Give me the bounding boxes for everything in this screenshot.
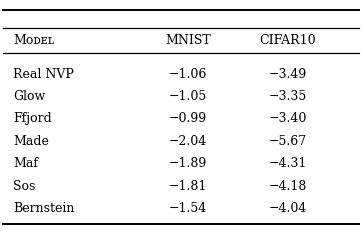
Text: Sos: Sos bbox=[13, 179, 36, 192]
Text: Glow: Glow bbox=[13, 90, 46, 103]
Text: Bernstein: Bernstein bbox=[13, 201, 75, 214]
Text: −4.31: −4.31 bbox=[269, 157, 307, 170]
Text: −4.04: −4.04 bbox=[269, 201, 307, 214]
Text: −5.67: −5.67 bbox=[269, 134, 307, 147]
Text: −1.06: −1.06 bbox=[169, 67, 207, 80]
Text: Real NVP: Real NVP bbox=[13, 67, 74, 80]
Text: −1.54: −1.54 bbox=[169, 201, 207, 214]
Text: −3.35: −3.35 bbox=[269, 90, 307, 103]
Text: Ffjord: Ffjord bbox=[13, 112, 52, 125]
Text: −4.18: −4.18 bbox=[269, 179, 307, 192]
Text: MNIST: MNIST bbox=[165, 33, 211, 46]
Text: −0.99: −0.99 bbox=[169, 112, 207, 125]
Text: −1.89: −1.89 bbox=[169, 157, 207, 170]
Text: −2.04: −2.04 bbox=[169, 134, 207, 147]
Text: −3.49: −3.49 bbox=[269, 67, 307, 80]
Text: −1.81: −1.81 bbox=[169, 179, 207, 192]
Text: Maf: Maf bbox=[13, 157, 38, 170]
Text: Made: Made bbox=[13, 134, 49, 147]
Text: Mᴏᴅᴇʟ: Mᴏᴅᴇʟ bbox=[13, 33, 55, 46]
Text: −3.40: −3.40 bbox=[269, 112, 307, 125]
Text: CIFAR10: CIFAR10 bbox=[260, 33, 316, 46]
Text: −1.05: −1.05 bbox=[169, 90, 207, 103]
